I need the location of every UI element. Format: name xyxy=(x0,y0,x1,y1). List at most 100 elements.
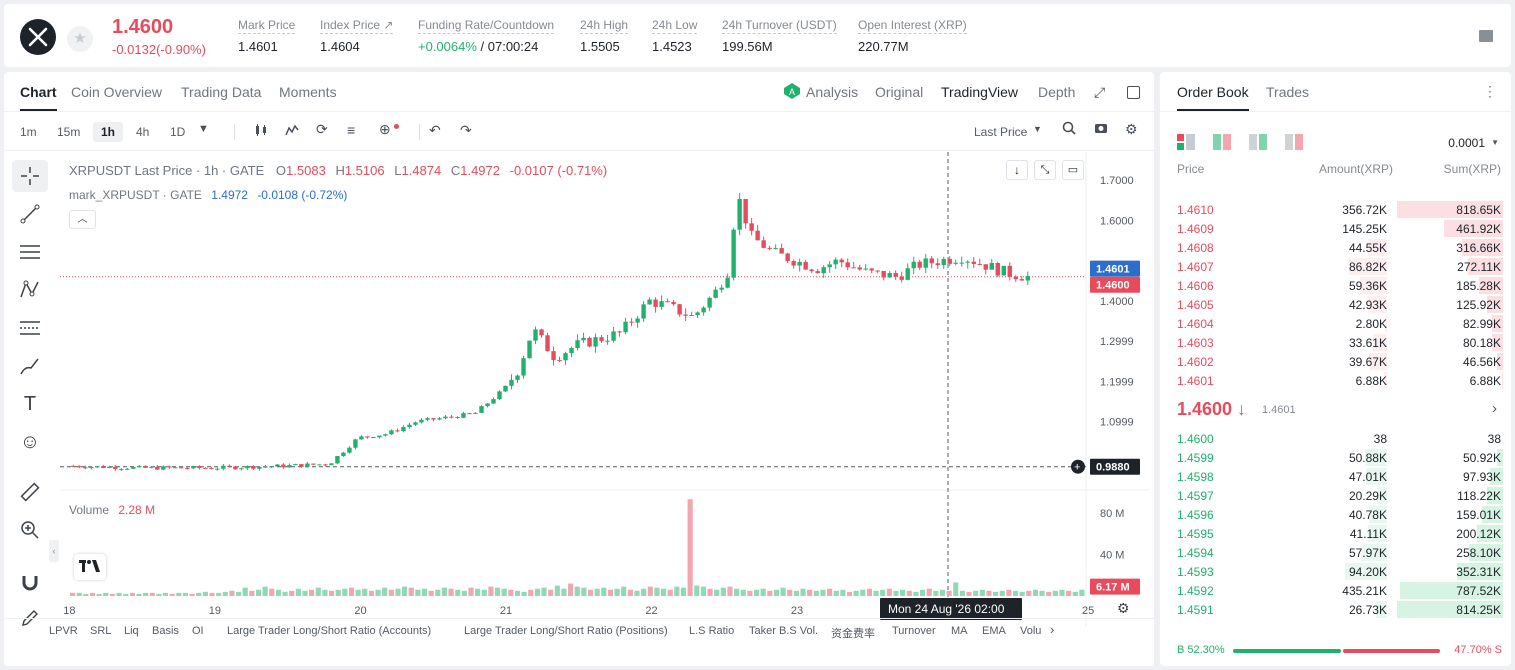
layout-asks-icon[interactable] xyxy=(1285,134,1303,155)
emoji-icon[interactable]: ☺ xyxy=(19,430,41,453)
undo-icon[interactable]: ↶ xyxy=(429,122,441,138)
more-icon[interactable]: ⋮ xyxy=(1483,83,1497,99)
crosshair-icon[interactable] xyxy=(12,160,48,192)
indicators-icon[interactable] xyxy=(285,123,299,140)
fib-icon[interactable] xyxy=(12,312,48,344)
zoom-in-icon[interactable] xyxy=(12,514,48,546)
indicator-funding-rate[interactable]: 资金费率 xyxy=(831,628,875,640)
tab-order-book[interactable]: Order Book xyxy=(1177,84,1249,111)
brush-icon[interactable] xyxy=(12,350,48,382)
magnet-icon[interactable] xyxy=(12,566,48,598)
timeframe-1m[interactable]: 1m xyxy=(20,125,37,139)
tab-analysis[interactable]: Analysis xyxy=(806,84,859,100)
scroll-down-icon[interactable]: ↓ xyxy=(1006,160,1028,180)
layout-bids-icon[interactable] xyxy=(1249,134,1267,155)
ask-row[interactable]: 1.4610 356.72K 818.65K xyxy=(1160,200,1511,219)
guide-book-icon[interactable] xyxy=(1479,30,1493,42)
indicator-oi[interactable]: OI xyxy=(192,625,204,637)
ask-row[interactable]: 1.4609 145.25K 461.92K xyxy=(1160,219,1511,238)
indicator-ema[interactable]: EMA xyxy=(982,625,1006,637)
horizontal-lines-icon[interactable] xyxy=(12,236,48,268)
fullscreen-icon[interactable]: ▭ xyxy=(1062,160,1084,180)
layout-split-icon[interactable] xyxy=(1213,134,1231,155)
ask-row[interactable]: 1.4602 39.67K 46.56K xyxy=(1160,352,1511,371)
tab-original[interactable]: Original xyxy=(875,84,924,100)
indicator-taker-vol[interactable]: Taker B.S Vol. xyxy=(749,625,819,637)
bid-row[interactable]: 1.4596 40.78K 159.01K xyxy=(1160,505,1511,524)
indicator-ls-ratio[interactable]: L.S Ratio xyxy=(689,625,735,637)
chevron-down-icon[interactable]: ▼ xyxy=(1033,124,1042,134)
candles-icon[interactable] xyxy=(254,123,268,140)
bid-row[interactable]: 1.4597 20.29K 118.22K xyxy=(1160,486,1511,505)
indicator-basis[interactable]: Basis xyxy=(152,625,179,637)
indicator-volume[interactable]: Volu xyxy=(1020,625,1042,637)
indicator-ma[interactable]: MA xyxy=(951,625,968,637)
bid-row[interactable]: 1.4595 41.11K 200.12K xyxy=(1160,524,1511,543)
ruler-icon[interactable] xyxy=(12,476,48,508)
add-plus-icon[interactable]: ⊕ xyxy=(379,121,391,137)
bid-row[interactable]: 1.4593 94.20K 352.31K xyxy=(1160,562,1511,581)
timeframe-1d[interactable]: 1D xyxy=(170,125,186,139)
tab-chart[interactable]: Chart xyxy=(20,84,57,111)
row-price: 1.4605 xyxy=(1177,298,1214,312)
text-icon[interactable]: T xyxy=(23,392,37,415)
bid-row[interactable]: 1.4591 26.73K 814.25K xyxy=(1160,600,1511,619)
camera-icon[interactable] xyxy=(1094,121,1108,138)
legend-change: -0.0107 (-0.71%) xyxy=(509,163,608,178)
tab-trades[interactable]: Trades xyxy=(1266,84,1310,100)
bid-row[interactable]: 1.4594 57.97K 258.10K xyxy=(1160,543,1511,562)
ask-row[interactable]: 1.4606 59.36K 185.28K xyxy=(1160,276,1511,295)
bid-row[interactable]: 1.4599 50.88K 50.92K xyxy=(1160,448,1511,467)
ask-row[interactable]: 1.4603 33.61K 80.18K xyxy=(1160,333,1511,352)
indicator-large-trader-positions[interactable]: Large Trader Long/Short Ratio (Positions… xyxy=(464,625,668,637)
bid-row[interactable]: 1.4598 47.01K 97.93K xyxy=(1160,467,1511,486)
collapse-toolbar-icon[interactable]: ‹ xyxy=(49,540,59,562)
ask-row[interactable]: 1.4604 2.80K 82.99K xyxy=(1160,314,1511,333)
bid-row[interactable]: 1.4592 435.21K 787.52K xyxy=(1160,581,1511,600)
price-chart[interactable]: 1.7000 1.6000 1.4000 1.2999 1.1999 1.0999 18 19… xyxy=(60,152,1150,626)
amount-bar xyxy=(1367,296,1387,313)
trendline-icon[interactable] xyxy=(12,198,48,230)
stat-index-price[interactable]: Index Price ↗ 1.4604 xyxy=(320,18,394,54)
precision-select[interactable]: 0.0001 xyxy=(1448,136,1485,150)
indicator-liq[interactable]: Liq xyxy=(124,625,139,637)
ask-row[interactable]: 1.4601 6.88K 6.88K xyxy=(1160,371,1511,390)
timeframe-dropdown-icon[interactable]: ▼ xyxy=(198,123,209,135)
price-type-select[interactable]: Last Price xyxy=(974,125,1028,139)
expand-icon[interactable]: ⤢ xyxy=(1094,84,1106,100)
tab-trading-data[interactable]: Trading Data xyxy=(181,84,262,100)
pattern-icon[interactable] xyxy=(12,274,48,306)
indicator-large-trader-accounts[interactable]: Large Trader Long/Short Ratio (Accounts) xyxy=(227,625,432,637)
bid-row[interactable]: 1.4600 38 38 xyxy=(1160,429,1511,448)
collapse-icon[interactable]: ⤡ xyxy=(1034,160,1056,180)
timeframe-4h[interactable]: 4h xyxy=(136,125,150,139)
refresh-icon[interactable]: ⟳ xyxy=(316,121,328,137)
stat-funding-rate[interactable]: Funding Rate/Countdown +0.0064% / 07:00:… xyxy=(418,18,555,54)
favorite-star-icon[interactable]: ★ xyxy=(67,26,93,52)
tab-moments[interactable]: Moments xyxy=(279,84,337,100)
tab-depth[interactable]: Depth xyxy=(1038,84,1076,100)
indicator-lpvr[interactable]: LPVR xyxy=(49,625,78,637)
chevron-down-icon[interactable]: ▼ xyxy=(1491,138,1499,147)
chevron-right-icon[interactable]: › xyxy=(1492,400,1497,417)
pencil-lock-icon[interactable] xyxy=(12,602,48,634)
indicator-turnover[interactable]: Turnover xyxy=(892,625,936,637)
gear-icon[interactable]: ⚙ xyxy=(1125,121,1138,137)
window-icon[interactable] xyxy=(1127,86,1140,99)
tab-coin-overview[interactable]: Coin Overview xyxy=(71,84,163,100)
timeframe-15m[interactable]: 15m xyxy=(57,125,81,139)
chevron-right-icon[interactable]: › xyxy=(1050,622,1055,637)
search-icon[interactable] xyxy=(1062,121,1076,138)
tab-tradingview[interactable]: TradingView xyxy=(941,84,1019,100)
ask-row[interactable]: 1.4608 44.55K 316.66K xyxy=(1160,238,1511,257)
stat-mark-price[interactable]: Mark Price 1.4601 xyxy=(238,18,296,54)
layout-both-icon[interactable] xyxy=(1177,134,1195,155)
chart-settings-icon[interactable]: ⚙ xyxy=(1117,600,1130,616)
ask-row[interactable]: 1.4605 42.93K 125.92K xyxy=(1160,295,1511,314)
collapse-legend-icon[interactable]: ︿ xyxy=(69,210,96,229)
redo-icon[interactable]: ↷ xyxy=(460,122,472,138)
timeframe-1h[interactable]: 1h xyxy=(93,122,124,142)
template-icon[interactable]: ≡ xyxy=(347,122,356,138)
ask-row[interactable]: 1.4607 86.82K 272.11K xyxy=(1160,257,1511,276)
indicator-srl[interactable]: SRL xyxy=(90,625,112,637)
